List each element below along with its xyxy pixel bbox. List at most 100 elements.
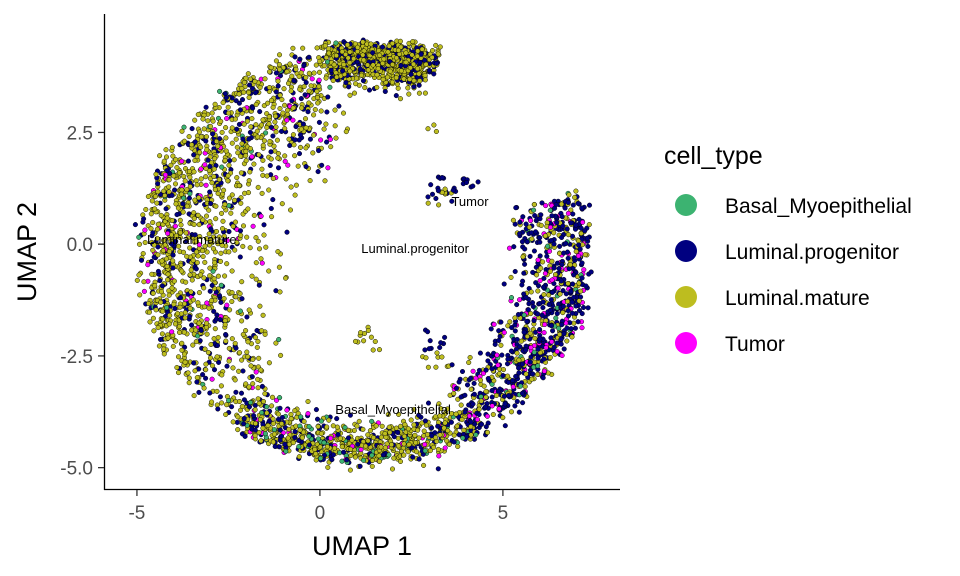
point-luminal-mature xyxy=(434,350,440,356)
point-luminal-mature xyxy=(256,355,262,361)
point-luminal-mature xyxy=(253,276,259,282)
point-basal-myoepithelial xyxy=(262,431,268,437)
point-luminal-progenitor xyxy=(579,275,585,281)
point-luminal-mature xyxy=(299,105,305,111)
point-luminal-progenitor xyxy=(233,345,239,351)
point-luminal-mature xyxy=(236,368,242,374)
point-luminal-mature xyxy=(232,116,238,122)
point-luminal-mature xyxy=(165,277,171,283)
point-luminal-mature xyxy=(385,49,391,55)
point-luminal-progenitor xyxy=(468,375,474,381)
point-luminal-mature xyxy=(227,307,233,313)
point-luminal-progenitor xyxy=(319,162,325,168)
point-luminal-progenitor xyxy=(209,282,215,288)
point-luminal-progenitor xyxy=(211,308,217,314)
point-luminal-mature xyxy=(362,85,368,91)
point-luminal-mature xyxy=(551,230,557,236)
point-luminal-mature xyxy=(203,213,210,219)
point-luminal-mature xyxy=(175,354,182,360)
point-luminal-mature xyxy=(218,383,224,389)
point-luminal-mature xyxy=(189,142,195,148)
point-luminal-mature xyxy=(272,113,279,119)
point-luminal-mature xyxy=(240,331,246,338)
point-luminal-mature xyxy=(416,90,422,96)
point-tumor xyxy=(575,253,582,259)
point-luminal-mature xyxy=(246,90,252,96)
point-luminal-mature xyxy=(374,72,380,78)
point-luminal-progenitor xyxy=(132,222,138,228)
point-luminal-mature xyxy=(334,74,340,80)
point-luminal-mature xyxy=(367,428,373,434)
point-tumor xyxy=(142,227,148,233)
point-luminal-mature xyxy=(403,50,409,56)
point-luminal-progenitor xyxy=(270,133,276,139)
points-layer xyxy=(132,37,594,473)
point-luminal-mature xyxy=(264,410,270,416)
point-luminal-mature xyxy=(343,129,349,135)
point-luminal-progenitor xyxy=(282,441,288,447)
point-luminal-mature xyxy=(163,256,170,262)
point-luminal-mature xyxy=(266,69,273,75)
point-luminal-mature xyxy=(423,61,429,67)
point-luminal-progenitor xyxy=(278,128,285,134)
point-luminal-progenitor xyxy=(476,367,482,373)
point-luminal-mature xyxy=(180,209,186,215)
point-luminal-mature xyxy=(347,49,353,55)
point-luminal-mature xyxy=(483,388,489,394)
point-luminal-mature xyxy=(268,97,275,103)
point-luminal-progenitor xyxy=(531,248,537,254)
point-luminal-mature xyxy=(200,116,206,122)
point-luminal-mature xyxy=(312,446,318,452)
point-luminal-mature xyxy=(576,280,582,286)
point-luminal-mature xyxy=(193,339,199,345)
point-luminal-mature xyxy=(351,90,358,96)
point-luminal-mature xyxy=(209,110,215,116)
point-luminal-mature xyxy=(291,142,297,148)
x-tick-label: 0 xyxy=(315,503,326,524)
point-luminal-mature xyxy=(245,339,251,345)
point-luminal-progenitor xyxy=(585,243,591,249)
point-luminal-mature xyxy=(247,146,253,152)
point-luminal-progenitor xyxy=(556,266,562,272)
point-luminal-mature xyxy=(542,233,548,239)
point-luminal-progenitor xyxy=(554,260,560,266)
point-luminal-mature xyxy=(238,170,244,176)
point-luminal-mature xyxy=(333,70,339,76)
point-luminal-progenitor xyxy=(200,372,206,378)
point-luminal-mature xyxy=(552,271,559,278)
point-luminal-mature xyxy=(332,445,338,451)
point-luminal-progenitor xyxy=(233,98,239,104)
point-luminal-progenitor xyxy=(523,347,529,353)
point-luminal-progenitor xyxy=(468,419,474,425)
point-tumor xyxy=(305,411,311,417)
point-luminal-mature xyxy=(243,158,249,164)
point-tumor xyxy=(328,435,334,441)
point-luminal-progenitor xyxy=(203,138,209,144)
point-luminal-mature xyxy=(176,170,182,176)
point-tumor xyxy=(484,413,490,419)
point-luminal-progenitor xyxy=(571,294,577,300)
point-luminal-mature xyxy=(266,268,272,274)
point-basal-myoepithelial xyxy=(545,243,551,249)
point-luminal-mature xyxy=(275,150,281,157)
point-luminal-mature xyxy=(429,54,435,60)
point-luminal-mature xyxy=(206,207,212,213)
point-luminal-progenitor xyxy=(489,388,495,394)
point-luminal-mature xyxy=(257,84,263,91)
point-luminal-mature xyxy=(578,230,584,236)
point-luminal-mature xyxy=(314,88,320,94)
point-luminal-mature xyxy=(230,365,236,371)
point-luminal-progenitor xyxy=(558,341,564,347)
point-luminal-mature xyxy=(252,334,259,340)
point-luminal-progenitor xyxy=(470,401,476,407)
ticks-layer: -5 0 5 -5.0 -2.5 0.0 2.5 xyxy=(60,123,508,524)
point-luminal-mature xyxy=(232,340,238,346)
point-luminal-mature xyxy=(237,350,243,356)
point-luminal-progenitor xyxy=(530,303,536,310)
point-luminal-mature xyxy=(364,62,371,68)
point-luminal-mature xyxy=(576,298,582,304)
point-luminal-mature xyxy=(289,73,295,79)
point-luminal-mature xyxy=(427,448,433,454)
point-luminal-mature xyxy=(317,58,323,64)
point-luminal-mature xyxy=(201,285,207,291)
